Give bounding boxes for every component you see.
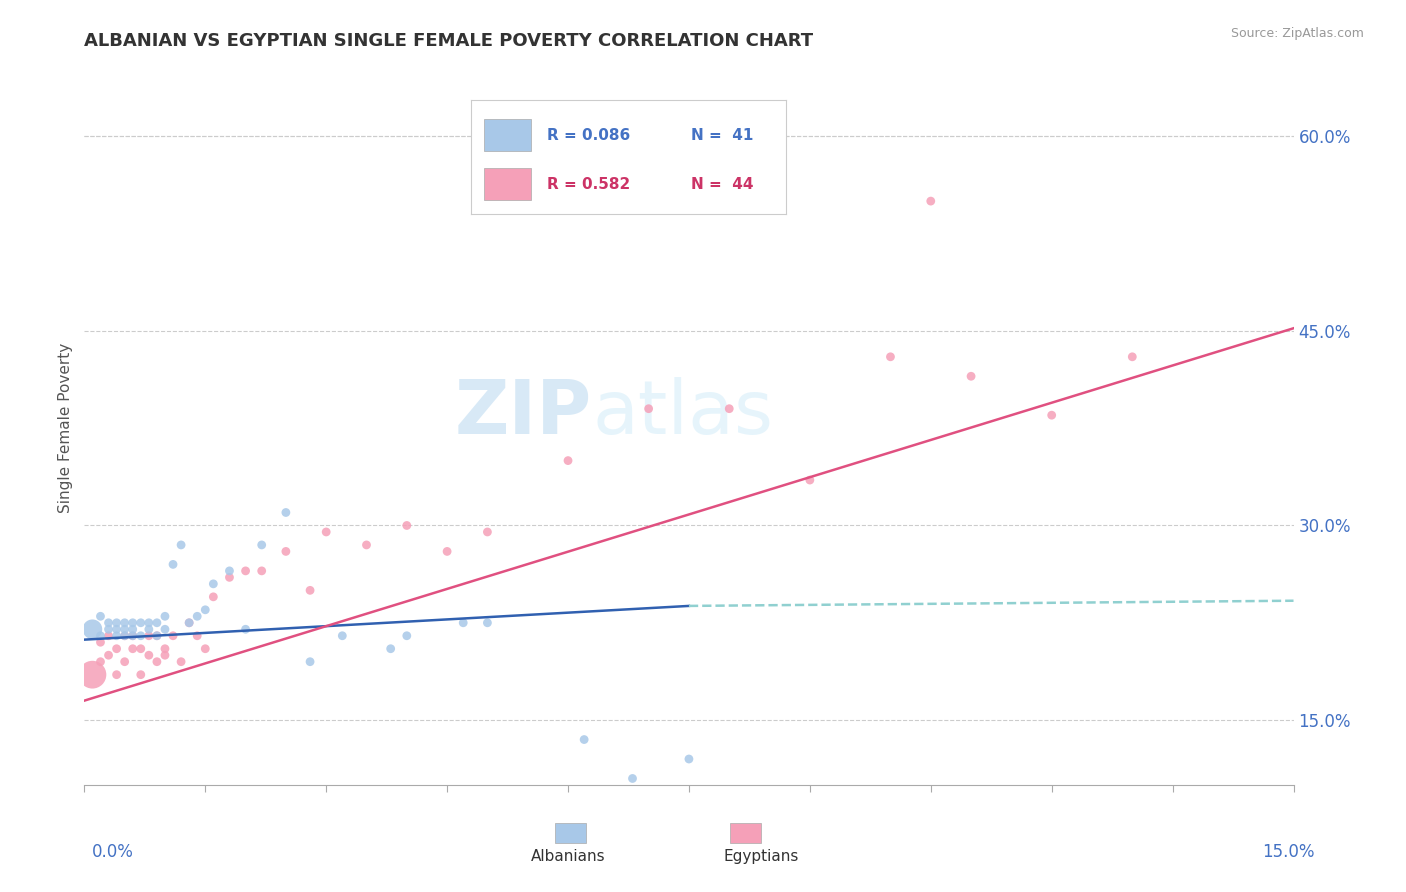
Point <box>1040 408 1063 422</box>
Point <box>114 655 136 669</box>
Y-axis label: Single Female Poverty: Single Female Poverty <box>58 343 73 513</box>
Text: atlas: atlas <box>592 377 773 450</box>
Point <box>179 615 201 630</box>
Point <box>121 641 143 656</box>
Point <box>153 622 176 636</box>
Text: ALBANIAN VS EGYPTIAN SINGLE FEMALE POVERTY CORRELATION CHART: ALBANIAN VS EGYPTIAN SINGLE FEMALE POVER… <box>84 32 814 50</box>
Point <box>114 629 136 643</box>
Point <box>105 667 128 681</box>
Point <box>114 622 136 636</box>
Point <box>153 648 176 663</box>
Point <box>170 655 193 669</box>
Point <box>920 194 942 208</box>
Point <box>451 615 474 630</box>
Point <box>235 622 257 636</box>
Point <box>477 615 499 630</box>
Point <box>146 629 169 643</box>
Point <box>960 369 983 384</box>
Point <box>162 629 184 643</box>
Point <box>105 622 128 636</box>
Point <box>89 655 111 669</box>
Text: 0.0%: 0.0% <box>91 843 134 861</box>
Point <box>572 732 595 747</box>
Point <box>250 564 273 578</box>
Point <box>799 473 821 487</box>
Point <box>194 641 217 656</box>
Point <box>299 655 322 669</box>
Point <box>82 667 104 681</box>
Point <box>162 558 184 572</box>
Point <box>129 629 152 643</box>
Point <box>97 622 120 636</box>
Point <box>186 629 208 643</box>
Point <box>129 641 152 656</box>
Point <box>153 609 176 624</box>
Text: 15.0%: 15.0% <box>1263 843 1315 861</box>
Point <box>436 544 458 558</box>
Point <box>138 622 160 636</box>
Point <box>194 603 217 617</box>
Point <box>380 641 402 656</box>
Point <box>557 453 579 467</box>
Point <box>179 615 201 630</box>
Point <box>105 641 128 656</box>
Point <box>621 772 644 786</box>
Point <box>129 615 152 630</box>
Point <box>235 564 257 578</box>
Point <box>250 538 273 552</box>
Point <box>121 615 143 630</box>
Point <box>218 570 240 584</box>
Point <box>89 635 111 649</box>
Point <box>138 615 160 630</box>
Text: Albanians: Albanians <box>530 849 606 864</box>
Point <box>299 583 322 598</box>
Point <box>146 615 169 630</box>
Text: ZIP: ZIP <box>456 377 592 450</box>
Point <box>114 629 136 643</box>
Point <box>1121 350 1143 364</box>
Point <box>138 648 160 663</box>
Point <box>202 590 225 604</box>
Point <box>138 629 160 643</box>
Point <box>395 629 418 643</box>
Point <box>97 629 120 643</box>
Point <box>170 538 193 552</box>
Point <box>153 641 176 656</box>
Point <box>121 629 143 643</box>
Text: Source: ZipAtlas.com: Source: ZipAtlas.com <box>1230 27 1364 40</box>
Point <box>202 577 225 591</box>
Point <box>186 609 208 624</box>
Point <box>477 524 499 539</box>
Point <box>114 615 136 630</box>
Point <box>315 524 337 539</box>
Point <box>218 564 240 578</box>
Point <box>97 615 120 630</box>
Point <box>637 401 659 416</box>
Point <box>395 518 418 533</box>
Point <box>82 622 104 636</box>
Point <box>129 667 152 681</box>
Point <box>356 538 378 552</box>
Point <box>330 629 353 643</box>
Point <box>274 506 297 520</box>
Point <box>121 629 143 643</box>
Point <box>89 629 111 643</box>
Point <box>718 401 741 416</box>
Point <box>97 648 120 663</box>
Point <box>678 752 700 766</box>
Point <box>879 350 901 364</box>
Text: Egyptians: Egyptians <box>724 849 799 864</box>
Point <box>105 615 128 630</box>
Point <box>146 655 169 669</box>
Point <box>121 622 143 636</box>
Point <box>105 629 128 643</box>
Point <box>89 609 111 624</box>
Point <box>274 544 297 558</box>
Point <box>146 629 169 643</box>
